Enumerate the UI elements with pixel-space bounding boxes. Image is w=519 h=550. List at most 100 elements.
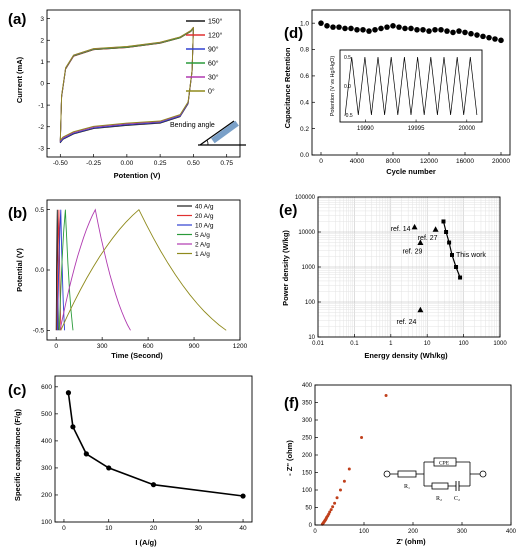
retention-point	[402, 25, 408, 32]
panel-b-frame	[46, 199, 241, 341]
panel-f-ylabel: - Z'' (ohm)	[285, 440, 294, 476]
panel-d-x-tick-label: 4000	[350, 158, 365, 165]
panel-c-ylabel: Specific capacitance (F/g)	[13, 408, 22, 501]
reference-marker	[417, 306, 424, 313]
retention-point	[432, 26, 438, 33]
legend-label: 0°	[208, 88, 215, 96]
panel-c-x-tick-label: 10	[105, 525, 113, 532]
panel-f-y-tick-label: 250	[302, 436, 313, 442]
retention-point	[486, 34, 492, 41]
panel-c-y-tick-label: 400	[41, 438, 52, 445]
panel-a-x-tick-label: 0.00	[121, 160, 134, 167]
panel-b-y-tick-label: -0.5	[33, 328, 45, 335]
panel-a-y-tick-label: 0	[40, 81, 44, 88]
cv-curve-0°	[59, 26, 194, 141]
retention-point	[354, 26, 360, 33]
panel-b-xlabel: Time (Second)	[111, 351, 163, 360]
retention-point	[366, 28, 372, 34]
retention-point	[384, 24, 390, 30]
inset-background	[340, 50, 482, 122]
panel-e-x-tick-label: 100	[459, 341, 470, 347]
reference-label: ref. 24	[397, 319, 417, 326]
panel-b: (b) Potential (V) Time (Second) 0 300 600 9…	[8, 199, 248, 360]
retention-point	[444, 28, 450, 34]
panel-d-y-tick-label: 1.0	[300, 20, 309, 27]
capacitance-point	[65, 390, 72, 396]
panel-f-x-tick-label: 300	[457, 529, 468, 535]
panel-f: (f) - Z'' (ohm) Z' (ohm) 0 100 200 300 400 0 5…	[284, 383, 517, 546]
panel-c-x-tick-label: 40	[239, 525, 247, 532]
retention-point	[480, 33, 486, 40]
panel-b-label: (b)	[8, 205, 27, 222]
this-work-point	[444, 230, 449, 234]
impedance-point	[333, 501, 337, 505]
bending-arm-line	[199, 120, 235, 146]
impedance-point	[384, 394, 388, 397]
panel-a: (a) Current (mA) Potention (V) -0.50 -0.2…	[8, 9, 246, 180]
gcd-curve-10 A/g	[56, 209, 66, 331]
panel-c-x-tick-label: 30	[195, 525, 203, 532]
panel-d-xlabel: Cycle number	[386, 167, 436, 176]
legend-label: 2 A/g	[195, 242, 210, 249]
panel-f-y-tick-label: 400	[302, 383, 313, 389]
panel-d-x-tick-label: 16000	[456, 158, 474, 165]
panel-c-y-tick-label: 600	[41, 384, 52, 391]
panel-c-x-tick-label: 0	[62, 525, 66, 532]
this-work-point	[458, 275, 463, 280]
panel-d-frame	[311, 9, 511, 156]
panel-a-x-tick-label: 0.25	[154, 160, 167, 167]
panel-e-y-tick-label: 1000	[302, 265, 316, 271]
panel-a-y-tick-label: -2	[38, 124, 44, 131]
retention-point	[330, 24, 336, 30]
reference-marker	[411, 223, 418, 230]
this-work-point	[447, 240, 452, 245]
retention-point	[468, 30, 474, 37]
panel-e-y-tick-label: 10000	[298, 230, 315, 236]
panel-f-y-tick-label: 200	[302, 453, 313, 459]
capacitance-point	[106, 465, 112, 471]
reference-marker	[417, 239, 424, 246]
panel-d-inset-ylabel: Potention (V vs Hg/HgO)	[330, 56, 336, 117]
panel-a-y-tick-label: -3	[38, 146, 44, 153]
panel-e-x-tick-label: 1000	[493, 341, 507, 347]
gcd-curve-2 A/g	[59, 208, 131, 331]
inset-x-tick-label: 20000	[458, 126, 475, 132]
reference-marker	[432, 226, 439, 232]
panel-d-inset-frame	[339, 49, 483, 123]
panel-d-y-tick-label: 0.6	[300, 73, 309, 80]
panel-e-xlabel: Energy density (Wh/kg)	[364, 351, 448, 360]
panel-c-y-tick-label: 100	[41, 519, 52, 526]
legend-label: 90°	[208, 46, 219, 54]
panel-e: (e) Power density (W/kg) Energy density …	[279, 195, 507, 360]
panel-f-x-tick-label: 100	[359, 529, 370, 535]
panel-f-y-tick-label: 0	[309, 523, 313, 529]
this-work-point	[449, 253, 454, 258]
panel-f-x-tick-label: 200	[408, 529, 419, 535]
panel-a-y-tick-label: 1	[40, 59, 44, 66]
legend-label: 20 A/g	[195, 213, 214, 220]
retention-point	[318, 20, 324, 26]
panel-f-x-tick-label: 0	[313, 529, 317, 535]
legend-label: 1 A/g	[195, 251, 210, 258]
panel-b-x-tick-label: 300	[97, 343, 108, 350]
bending-device-shape	[211, 120, 239, 144]
panel-f-y-tick-label: 350	[302, 401, 313, 407]
panel-d-x-tick-label: 12000	[420, 158, 438, 165]
retention-point	[492, 36, 498, 42]
panel-a-y-tick-label: -1	[38, 102, 44, 109]
impedance-point	[347, 467, 351, 471]
this-work-label: This work	[456, 252, 486, 259]
circuit-r1-label: R₁	[404, 484, 410, 490]
retention-point	[342, 25, 348, 32]
inset-gcd-curve	[344, 56, 478, 116]
panel-b-x-tick-label: 0	[54, 343, 58, 350]
legend-label: 150°	[208, 18, 223, 26]
reference-label: ref. 14	[391, 226, 411, 233]
circuit-r1-resistor	[397, 470, 417, 478]
panel-e-x-tick-label: 10	[424, 341, 431, 347]
this-work-line	[442, 221, 461, 278]
panel-c-xlabel: I (A/g)	[135, 538, 157, 547]
legend-label: 60°	[208, 60, 219, 68]
panel-d-y-tick-label: 0.4	[300, 99, 309, 106]
retention-point	[474, 32, 480, 38]
